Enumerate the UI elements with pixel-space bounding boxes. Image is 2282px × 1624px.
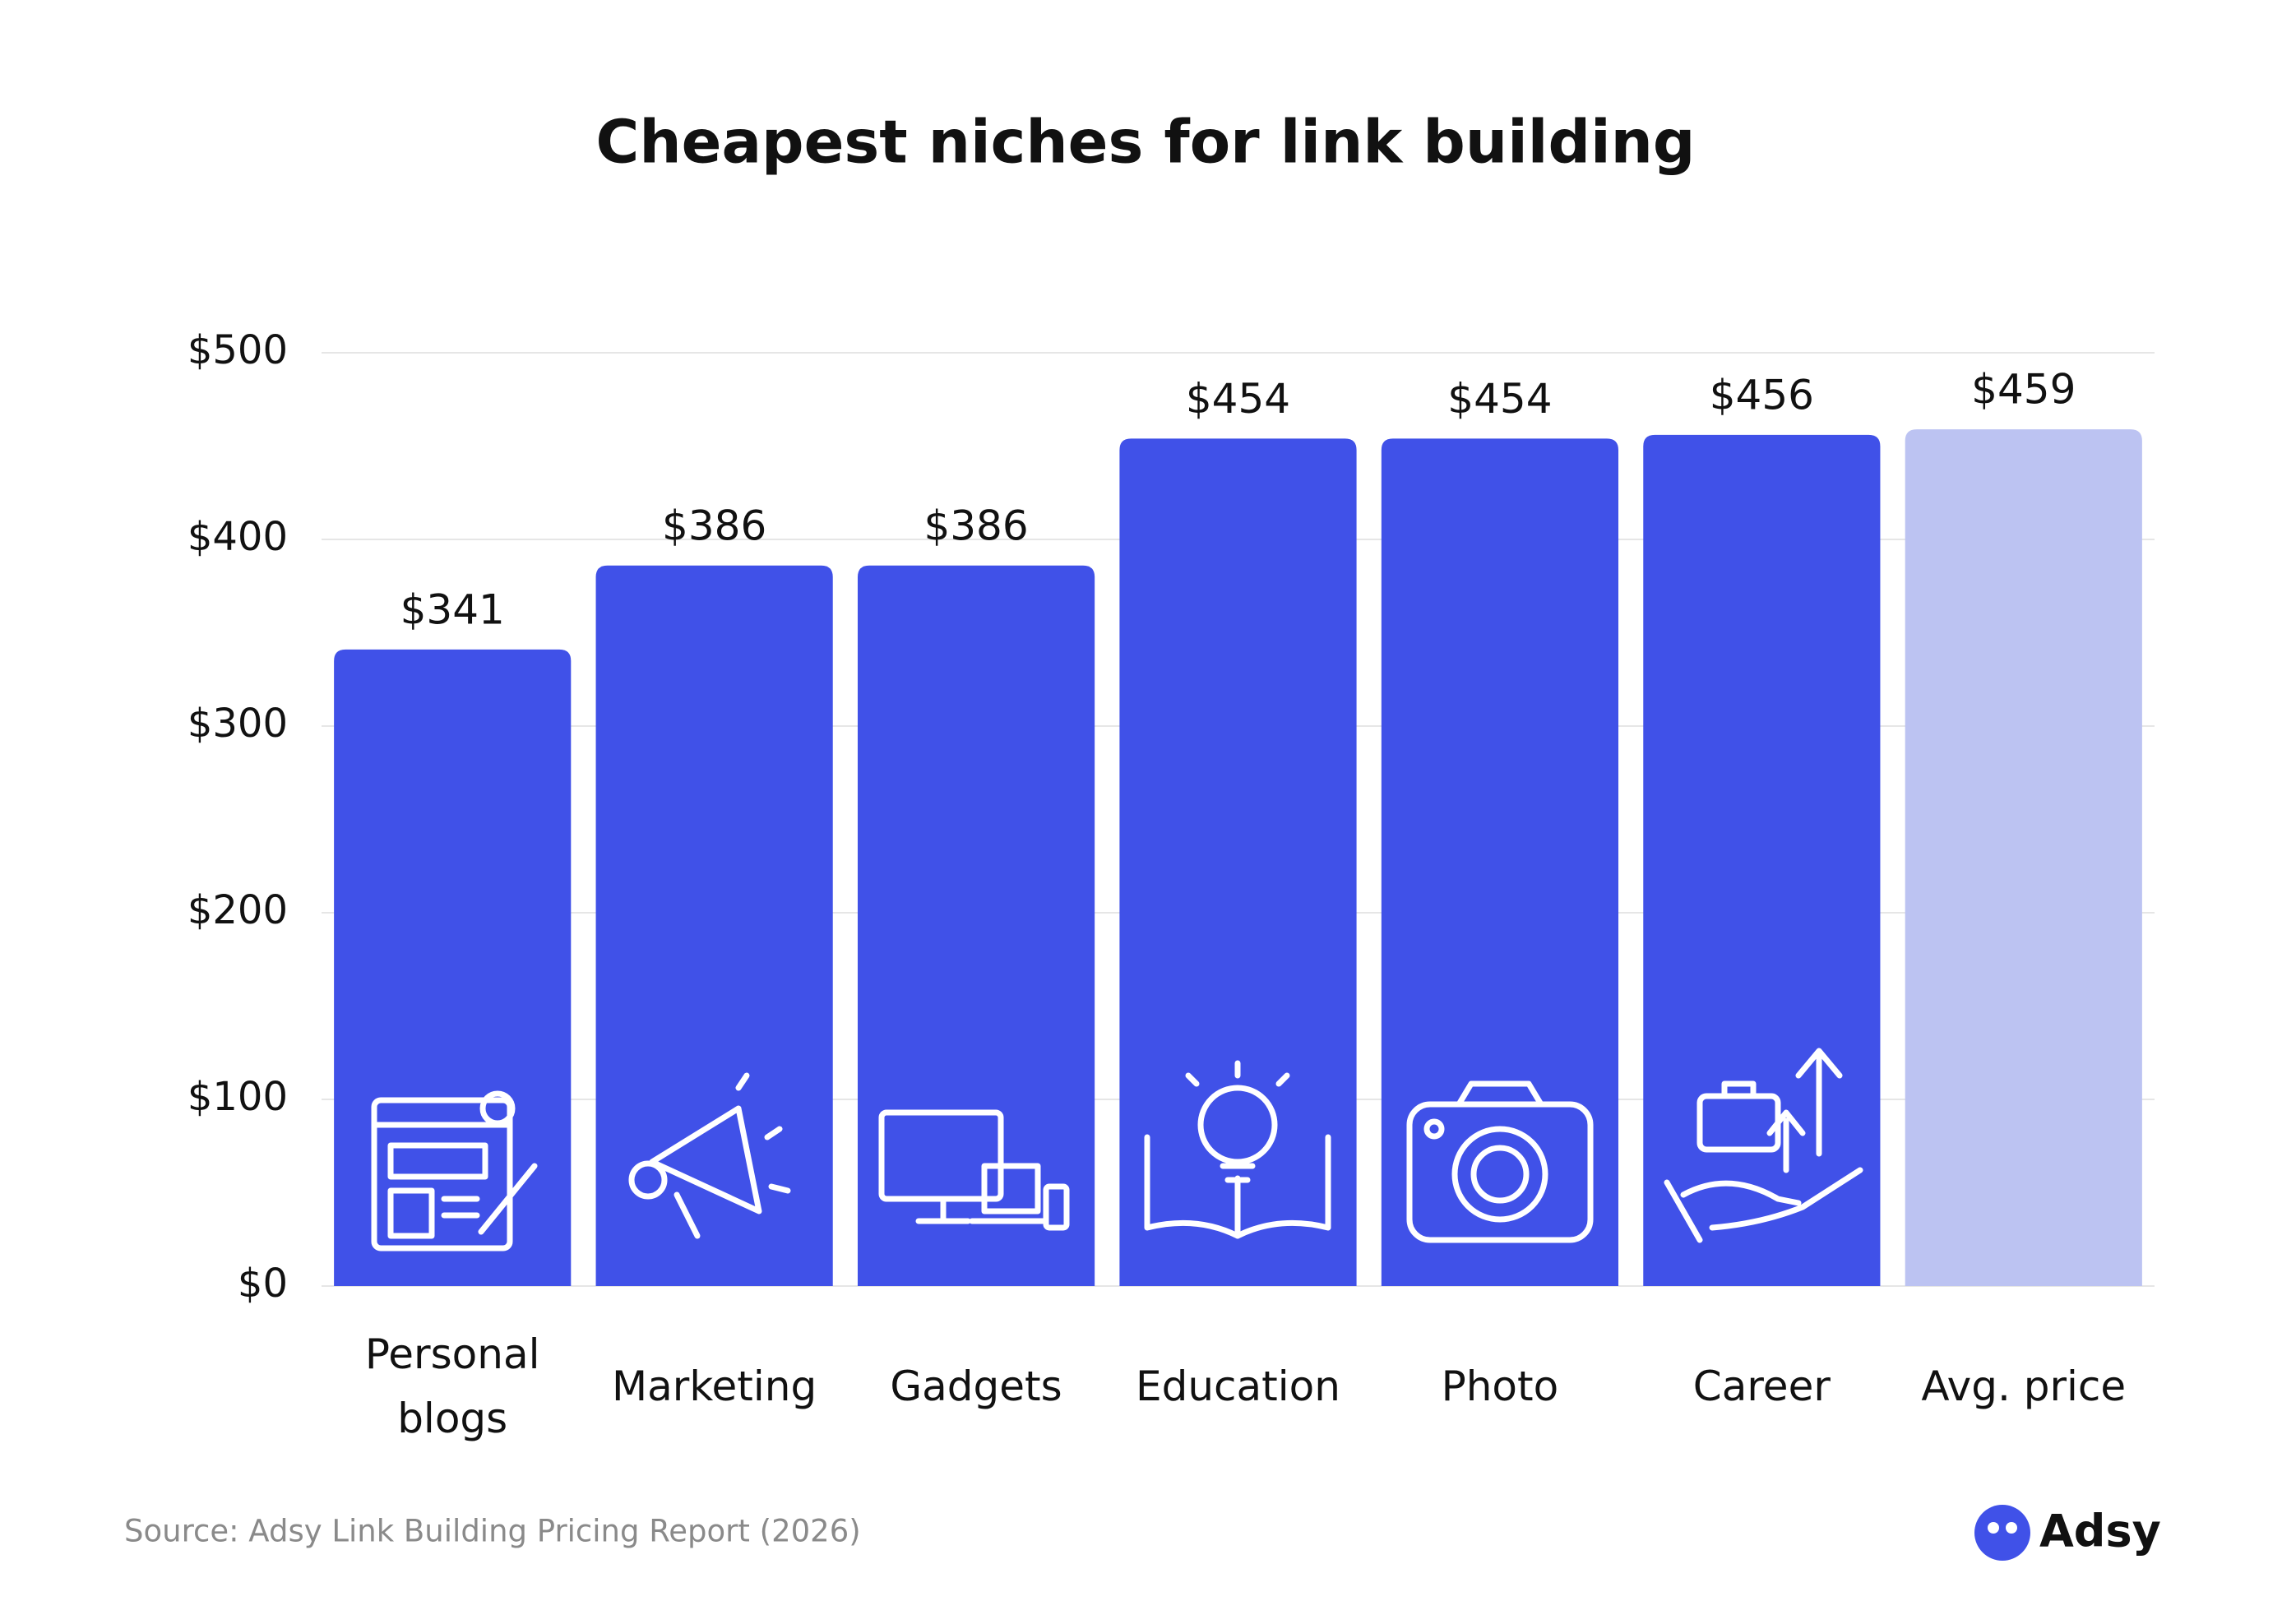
- bar: [1643, 434, 1881, 1286]
- value-label: $386: [923, 502, 1028, 549]
- x-tick-label: Avg. price: [1921, 1363, 2127, 1410]
- y-tick-label: $0: [238, 1261, 288, 1307]
- bar: [1119, 438, 1357, 1287]
- y-tick-label: $300: [187, 701, 288, 747]
- y-tick-label: $400: [187, 514, 288, 560]
- value-label: $456: [1710, 371, 1814, 419]
- brand: Adsy: [2039, 1506, 2161, 1557]
- chart-title: Cheapest niches for link building: [596, 108, 1696, 177]
- y-tick-label: $500: [187, 327, 288, 373]
- megaphone-icon: [628, 1072, 791, 1239]
- source: Source: Adsy Link Building Pricing Repor…: [124, 1514, 861, 1549]
- career-icon: [1664, 1048, 1863, 1243]
- x-tick-label: Photo: [1441, 1363, 1559, 1410]
- brand-logo-eye: [1988, 1522, 1999, 1534]
- bar: [334, 649, 572, 1286]
- x-tick-label: Personal blogs: [364, 1330, 540, 1442]
- value-label: $341: [400, 585, 505, 633]
- x-tick-label: Career: [1692, 1363, 1831, 1410]
- y-tick-label: $200: [187, 887, 288, 933]
- value-label: $454: [1447, 375, 1552, 423]
- value-label: $459: [1971, 366, 2076, 414]
- brand-logo: [1974, 1505, 2030, 1561]
- value-label: $454: [1186, 375, 1290, 423]
- bar: [1905, 429, 2142, 1286]
- devices-icon: [878, 1109, 1070, 1231]
- x-tick-label: Gadgets: [890, 1363, 1062, 1410]
- bar: [595, 565, 833, 1286]
- bar: [1381, 438, 1619, 1287]
- education-icon: [1144, 1060, 1331, 1239]
- icons: [371, 1048, 1863, 1252]
- x-tick-label: Marketing: [612, 1363, 817, 1410]
- brand-logo-eye: [2006, 1522, 2017, 1534]
- bar: [857, 565, 1095, 1286]
- camera-icon: [1406, 1080, 1594, 1243]
- y-tick-label: $100: [187, 1074, 288, 1120]
- x-tick-label: Education: [1136, 1363, 1340, 1410]
- blog-icon: [371, 1090, 538, 1252]
- value-label: $386: [662, 502, 766, 549]
